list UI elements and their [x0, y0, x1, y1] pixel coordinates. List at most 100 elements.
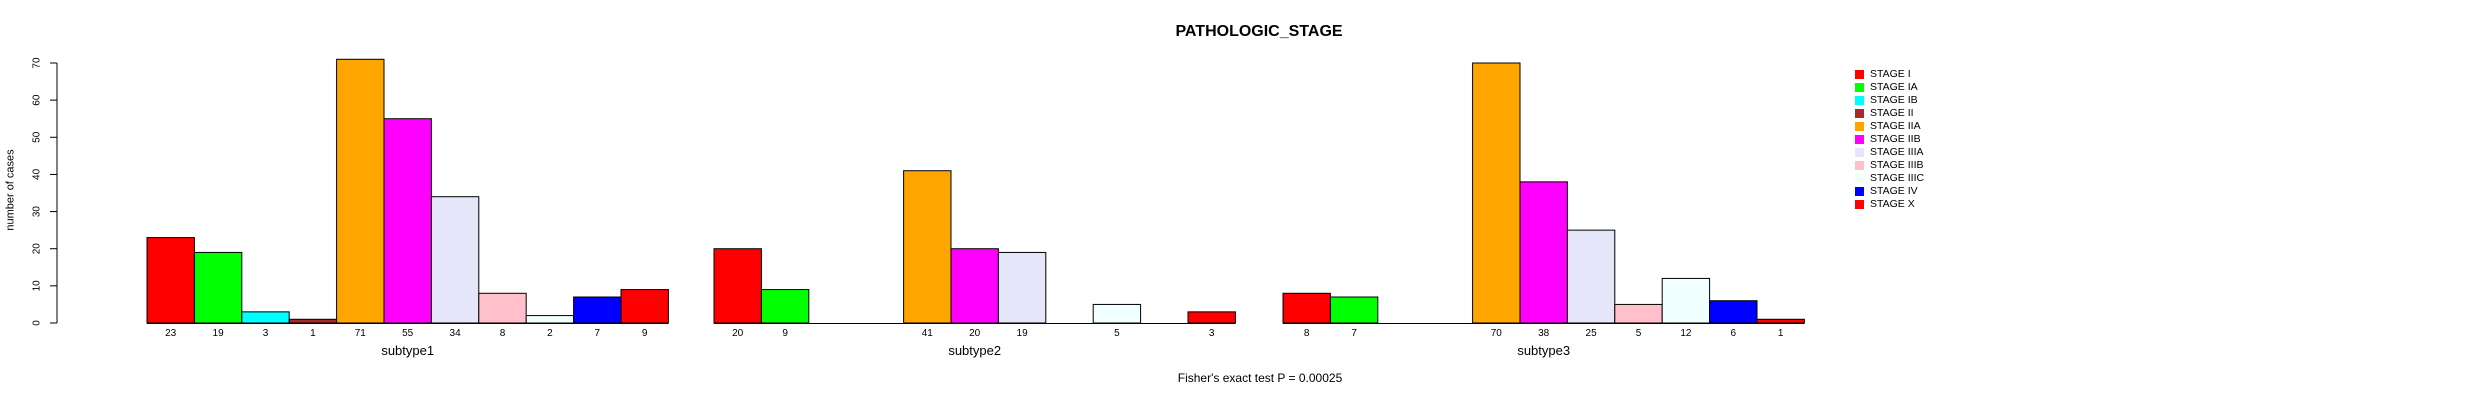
legend-swatch: [1855, 135, 1864, 144]
legend-label: STAGE IIB: [1870, 133, 1921, 145]
legend-item: STAGE IIIB: [1855, 159, 1923, 172]
legend-swatch: [1855, 83, 1864, 92]
legend-item: STAGE IIA: [1855, 120, 1921, 133]
bar: [620, 289, 669, 324]
group-label: subtype3: [1517, 343, 1570, 358]
legend-item: STAGE II: [1855, 107, 1914, 120]
bar-value-label: 9: [782, 328, 788, 339]
legend-label: STAGE IIIA: [1870, 146, 1924, 158]
y-tick-label: 40: [32, 168, 43, 180]
legend-swatch: [1855, 148, 1864, 157]
legend-item: STAGE IB: [1855, 94, 1918, 107]
bar: [950, 248, 999, 324]
legend-label: STAGE IIIC: [1870, 172, 1925, 184]
legend-swatch: [1855, 96, 1864, 105]
legend-swatch: [1855, 200, 1864, 209]
bar: [288, 318, 338, 324]
bar: [1756, 318, 1805, 324]
legend-label: STAGE IB: [1870, 94, 1918, 106]
legend-label: STAGE IV: [1870, 185, 1918, 197]
fisher-test-annotation: Fisher's exact test P = 0.00025: [1177, 371, 1343, 385]
bar-value-label: 20: [732, 328, 744, 339]
bar: [383, 118, 432, 324]
bar: [1519, 181, 1568, 324]
bar-value-label: 3: [263, 328, 269, 339]
bar-value-label: 20: [969, 328, 981, 339]
legend-label: STAGE IIIB: [1870, 159, 1924, 171]
bar: [193, 251, 243, 324]
bar: [1709, 300, 1758, 324]
legend-swatch: [1855, 174, 1864, 183]
bar-value-label: 3: [1209, 328, 1215, 339]
bar-value-label: 6: [1731, 328, 1737, 339]
bar: [430, 196, 480, 324]
legend-item: STAGE IA: [1855, 81, 1918, 94]
group-label: subtype1: [381, 343, 434, 358]
bar-value-label: 41: [922, 328, 934, 339]
bar-value-label: 1: [1778, 328, 1784, 339]
y-tick-label: 70: [32, 57, 43, 69]
bar: [760, 289, 810, 324]
bar-value-label: 23: [165, 328, 177, 339]
legend-item: STAGE IV: [1855, 185, 1918, 198]
bar: [1092, 303, 1142, 324]
bar: [241, 311, 290, 324]
bar-value-label: 34: [450, 328, 462, 339]
legend-swatch: [1855, 122, 1864, 131]
bar: [1187, 311, 1236, 324]
legend-swatch: [1855, 187, 1864, 196]
bar: [1566, 229, 1616, 324]
legend-label: STAGE IIA: [1870, 120, 1921, 132]
bar-value-label: 71: [355, 328, 367, 339]
y-tick-label: 30: [32, 206, 43, 218]
bar-value-label: 25: [1586, 328, 1598, 339]
legend-swatch: [1855, 161, 1864, 170]
legend-item: STAGE IIIA: [1855, 146, 1923, 159]
bar-value-label: 8: [1304, 328, 1310, 339]
chart-title: PATHOLOGIC_STAGE: [1175, 23, 1343, 40]
bar-value-label: 7: [595, 328, 601, 339]
bar: [1282, 292, 1331, 324]
legend-label: STAGE X: [1870, 198, 1915, 210]
bar-value-label: 5: [1114, 328, 1120, 339]
legend-item: STAGE IIIC: [1855, 172, 1924, 185]
bar: [1472, 62, 1521, 324]
bar-value-label: 9: [642, 328, 648, 339]
y-tick-label: 0: [32, 320, 43, 326]
legend-label: STAGE IA: [1870, 81, 1918, 93]
legend-swatch: [1855, 70, 1864, 79]
y-tick-label: 60: [32, 94, 43, 106]
bar-value-label: 55: [402, 328, 414, 339]
bar-value-label: 7: [1351, 328, 1357, 339]
y-tick-label: 10: [32, 280, 43, 292]
bar: [525, 315, 575, 324]
bar: [1614, 303, 1663, 324]
bar: [1329, 296, 1379, 324]
legend-item: STAGE I: [1855, 68, 1911, 81]
bar-value-label: 19: [213, 328, 225, 339]
bar-value-label: 70: [1491, 328, 1503, 339]
bar: [478, 292, 527, 324]
bar-value-label: 38: [1538, 328, 1550, 339]
bar-value-label: 5: [1636, 328, 1642, 339]
legend-swatch: [1855, 109, 1864, 118]
legend-item: STAGE IIB: [1855, 133, 1921, 146]
bar: [903, 170, 952, 324]
legend-label: STAGE I: [1870, 68, 1911, 80]
bar: [146, 237, 195, 324]
bar: [573, 296, 622, 324]
y-tick-label: 50: [32, 131, 43, 143]
bar: [997, 251, 1047, 324]
legend-label: STAGE II: [1870, 107, 1914, 119]
bar-value-label: 12: [1680, 328, 1692, 339]
legend-item: STAGE X: [1855, 198, 1915, 211]
y-tick-label: 20: [32, 243, 43, 255]
group-label: subtype2: [948, 343, 1001, 358]
bar: [336, 58, 385, 324]
bar-value-label: 19: [1017, 328, 1029, 339]
bar-value-label: 1: [310, 328, 316, 339]
bar-value-label: 2: [547, 328, 553, 339]
bar-value-label: 8: [500, 328, 506, 339]
